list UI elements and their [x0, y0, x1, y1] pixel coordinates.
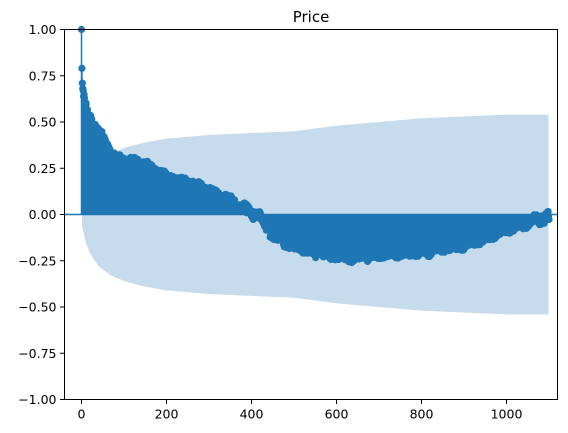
y-tick-label: 0.50 — [29, 115, 57, 130]
x-axis-ticks: 0 200 400 600 800 1000 — [78, 399, 523, 422]
x-tick-label: 200 — [155, 407, 179, 422]
acf-marker-layer — [77, 25, 553, 267]
y-tick-label: 1.00 — [29, 22, 57, 37]
y-tick-label: −0.25 — [18, 253, 56, 268]
x-tick-label: 0 — [78, 407, 86, 422]
y-tick-label: −0.75 — [18, 346, 56, 361]
y-tick-label: 0.25 — [29, 161, 57, 176]
y-tick-label: −1.00 — [18, 392, 56, 407]
acf-marker — [545, 215, 553, 224]
y-axis-ticks: 1.00 0.75 0.50 0.25 0.00 −0.25 −0.50 −0.75 −1.00 — [18, 22, 65, 407]
y-tick-label: −0.50 — [18, 300, 56, 315]
x-tick-label: 400 — [240, 407, 264, 422]
x-tick-label: 600 — [325, 407, 349, 422]
acf-marker — [78, 79, 86, 87]
y-tick-label: 0.75 — [29, 68, 57, 83]
x-tick-label: 1000 — [491, 407, 523, 422]
x-tick-label: 800 — [410, 407, 434, 422]
acf-marker — [78, 64, 86, 72]
chart-title: Price — [293, 8, 330, 26]
y-tick-label: 0.00 — [29, 207, 57, 222]
